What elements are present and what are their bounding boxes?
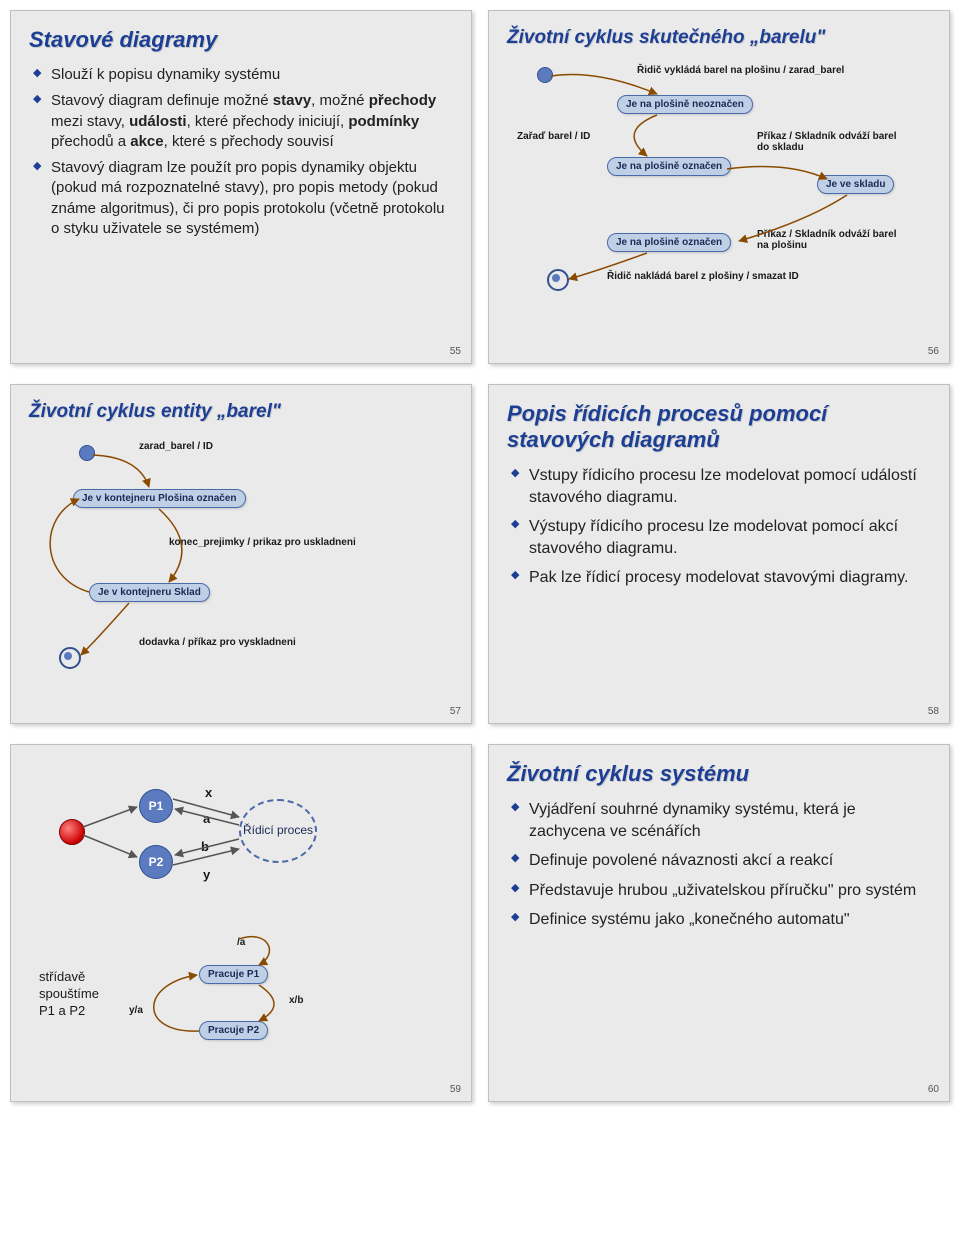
- bullet-item: Vyjádření souhrné dynamiky systému, kter…: [511, 799, 931, 842]
- bullet-item: Slouží k popisu dynamiky systému: [33, 65, 453, 85]
- slide-title: Životní cyklus entity „barel": [29, 401, 453, 423]
- bullet-item: Vstupy řídicího procesu lze modelovat po…: [511, 465, 931, 508]
- page-number: 58: [928, 706, 939, 717]
- bullet-item: Pak lze řídicí procesy modelovat stavový…: [511, 567, 931, 589]
- slide-title: Stavové diagramy: [29, 27, 453, 53]
- arrows: [507, 61, 947, 321]
- bullet-list: Vstupy řídicího procesu lze modelovat po…: [507, 465, 931, 589]
- slide-57: Životní cyklus entity „barel" zarad_bare…: [10, 384, 472, 724]
- bullet-item: Stavový diagram lze použít pro popis dyn…: [33, 158, 453, 239]
- slide-title: Popis řídicích procesů pomocí stavových …: [507, 401, 931, 453]
- slide-title: Životní cyklus skutečného „barelu": [507, 27, 931, 49]
- page-number: 59: [450, 1084, 461, 1095]
- bullet-list: Vyjádření souhrné dynamiky systému, kter…: [507, 799, 931, 931]
- state-diagram: zarad_barel / ID Je v kontejneru Plošina…: [29, 437, 453, 697]
- bullet-item: Stavový diagram definuje možné stavy, mo…: [33, 91, 453, 152]
- process-diagram: P1 P2 x a b y Řídicí proces: [29, 759, 453, 1079]
- page-number: 60: [928, 1084, 939, 1095]
- slide-60: Životní cyklus systému Vyjádření souhrné…: [488, 744, 950, 1102]
- page-number: 57: [450, 706, 461, 717]
- slide-59: P1 P2 x a b y Řídicí proces: [10, 744, 472, 1102]
- bullet-item: Výstupy řídicího procesu lze modelovat p…: [511, 516, 931, 559]
- bullet-item: Definice systému jako „konečného automat…: [511, 909, 931, 931]
- slide-title: Životní cyklus systému: [507, 761, 931, 787]
- page-number: 55: [450, 346, 461, 357]
- arrows: [29, 759, 349, 1079]
- slide-56: Životní cyklus skutečného „barelu" Řidič…: [488, 10, 950, 364]
- arrows: [29, 437, 449, 687]
- bullet-item: Definuje povolené návaznosti akcí a reak…: [511, 850, 931, 872]
- state-diagram: Řidič vykládá barel na plošinu / zarad_b…: [507, 61, 931, 341]
- bullet-item: Představuje hrubou „uživatelskou příručk…: [511, 880, 931, 902]
- page-number: 56: [928, 346, 939, 357]
- slide-55: Stavové diagramy Slouží k popisu dynamik…: [10, 10, 472, 364]
- bullet-list: Slouží k popisu dynamiky systému Stavový…: [29, 65, 453, 239]
- slide-58: Popis řídicích procesů pomocí stavových …: [488, 384, 950, 724]
